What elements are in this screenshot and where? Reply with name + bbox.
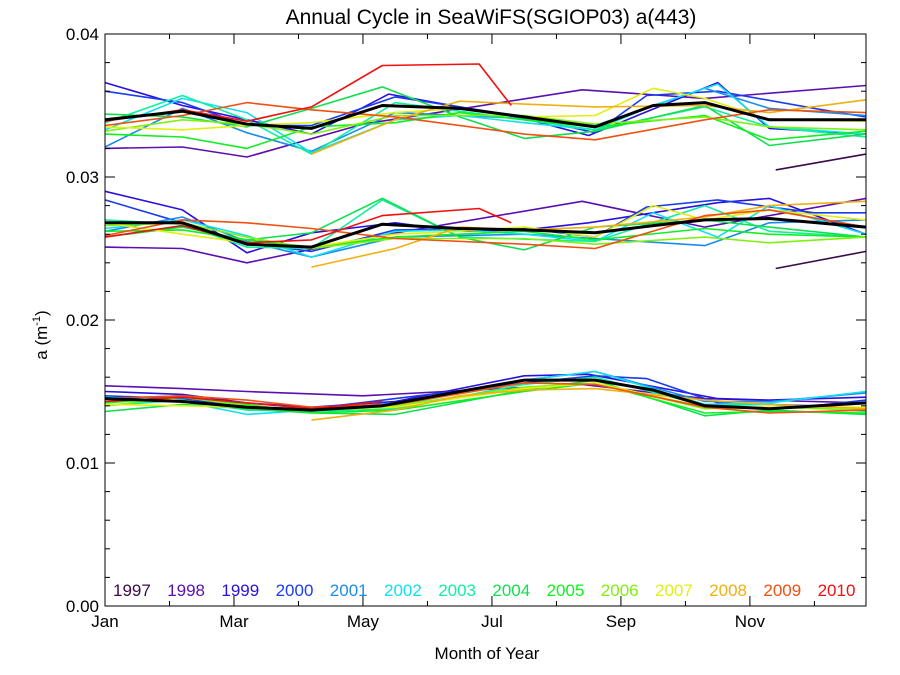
x-axis-label: Month of Year — [435, 644, 540, 663]
series-line-mean-band-0 — [104, 101, 866, 130]
series-layer — [104, 63, 867, 421]
series-line-2004-band-0 — [104, 86, 867, 147]
series-line-2006-band-0 — [104, 114, 867, 135]
legend: 1997 1998 1999 2000 2001 2002 2003 2004 2005 2006… — [113, 581, 855, 600]
series-line-2008-band-2 — [311, 387, 867, 421]
y-axis-label-main: a (m — [32, 326, 51, 360]
y-axis: 0.00 0.01 0.02 0.03 0.04 — [66, 25, 866, 616]
y-axis-label: a (m-1) — [31, 310, 51, 359]
legend-item-2001: 2001 — [330, 581, 368, 600]
legend-item-2010: 2010 — [818, 581, 856, 600]
legend-item-2003: 2003 — [438, 581, 476, 600]
x-tick-label-sep: Sep — [606, 612, 636, 631]
x-tick-label-may: May — [347, 612, 380, 631]
legend-item-2008: 2008 — [709, 581, 747, 600]
series-line-mean-band-2 — [104, 378, 867, 412]
series-line-2010-band-2 — [104, 396, 383, 410]
legend-item-1998: 1998 — [167, 581, 205, 600]
series-line-1997-band-1 — [775, 250, 867, 270]
x-tick-label-jul: Jul — [481, 612, 503, 631]
series-line-2006-band-1 — [104, 222, 867, 250]
series-line-2003-band-0 — [104, 94, 867, 155]
series-line-mean-band-1 — [105, 217, 867, 249]
series-line-2002-band-0 — [104, 83, 867, 154]
legend-item-1997: 1997 — [113, 581, 151, 600]
legend-item-2000: 2000 — [276, 581, 314, 600]
series-line-2009-band-1 — [104, 209, 867, 250]
y-tick-label: 0.01 — [66, 454, 99, 473]
y-tick-label: 0.02 — [66, 311, 99, 330]
legend-item-2002: 2002 — [384, 581, 422, 600]
y-axis-label-superscript: -1 — [31, 316, 43, 326]
x-tick-label-jan: Jan — [91, 612, 118, 631]
y-axis-label-close: ) — [32, 310, 51, 316]
x-tick-label-mar: Mar — [219, 612, 249, 631]
y-tick-label: 0.04 — [66, 25, 99, 44]
series-line-1997-band-0 — [775, 153, 867, 171]
x-tick-label-nov: Nov — [735, 612, 766, 631]
legend-item-2005: 2005 — [547, 581, 585, 600]
chart-title: Annual Cycle in SeaWiFS(SGIOP03) a(443) — [286, 6, 697, 29]
series-line-2010-band-1 — [104, 207, 512, 244]
series-line-2009-band-0 — [104, 101, 867, 141]
legend-item-2007: 2007 — [655, 581, 693, 600]
x-axis: Jan Mar May Jul Sep Nov — [91, 34, 815, 631]
legend-item-2006: 2006 — [601, 581, 639, 600]
plot-area: Jan Mar May Jul Sep Nov 0.00 0.01 0.02 0.03 0.04 — [66, 25, 867, 631]
legend-item-2004: 2004 — [492, 581, 530, 600]
y-tick-label: 0.03 — [66, 168, 99, 187]
legend-item-1999: 1999 — [221, 581, 259, 600]
series-line-2008-band-1 — [311, 200, 867, 268]
y-tick-label: 0.00 — [66, 597, 99, 616]
series-line-1999-band-2 — [104, 373, 867, 409]
series-line-2005-band-0 — [104, 111, 867, 150]
legend-item-2009: 2009 — [763, 581, 801, 600]
series-line-2009-band-2 — [104, 382, 867, 414]
